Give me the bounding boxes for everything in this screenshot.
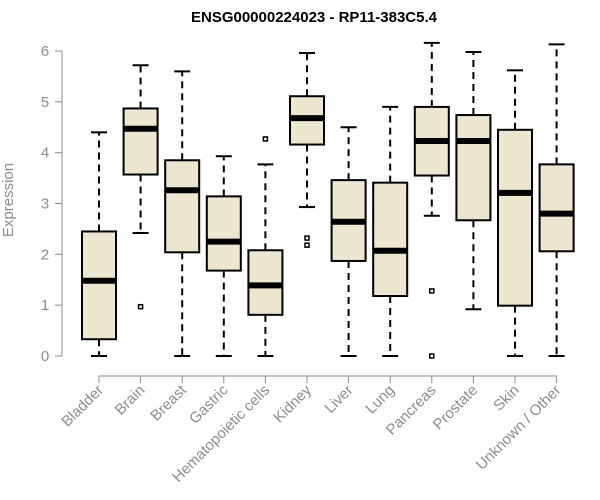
x-tick-label: Lung	[362, 382, 398, 418]
outlier-point	[304, 235, 310, 241]
y-tick-label: 0	[41, 348, 49, 365]
y-tick-label: 6	[41, 43, 49, 60]
box-breast	[164, 70, 201, 357]
chart-title: ENSG00000224023 - RP11-383C5.4	[191, 9, 438, 26]
box-unknown-other	[538, 43, 575, 357]
box-body	[372, 181, 409, 298]
box-prostate	[455, 51, 492, 311]
box-pancreas	[413, 41, 450, 359]
box-brain	[122, 64, 159, 310]
outlier-point	[137, 303, 144, 310]
x-tick-label: Prostate	[430, 382, 482, 434]
box-body	[122, 107, 159, 176]
box-body	[81, 230, 117, 341]
x-tick-label: Skin	[490, 382, 523, 415]
box-body	[205, 195, 242, 272]
box-hematopoietic-cells	[247, 136, 284, 357]
box-body	[455, 114, 492, 222]
box-body	[497, 128, 533, 307]
box-lung	[372, 105, 409, 357]
x-tick-label: Liver	[321, 382, 356, 417]
y-tick-label: 2	[41, 246, 49, 263]
outlier-point	[429, 288, 435, 294]
box-skin	[497, 69, 533, 357]
y-axis-ticks: 0 1 2 3 4 5 6	[41, 43, 62, 365]
y-tick-label: 1	[41, 297, 49, 314]
y-tick-label: 4	[41, 145, 49, 162]
x-tick-label: Brain	[112, 382, 149, 419]
x-tick-label: Bladder	[58, 382, 107, 431]
box-series	[81, 41, 575, 359]
box-body	[164, 159, 201, 254]
box-body	[538, 163, 575, 253]
box-liver	[330, 126, 367, 357]
box-gastric	[205, 155, 242, 357]
box-kidney	[289, 52, 325, 248]
outlier-point	[262, 136, 269, 142]
y-tick-label: 3	[41, 196, 49, 213]
x-tick-label: Kidney	[270, 381, 315, 426]
x-tick-label: Breast	[147, 381, 190, 424]
y-tick-label: 5	[41, 94, 49, 111]
y-axis-label: Expression	[0, 163, 17, 237]
outlier-point	[429, 353, 435, 359]
outlier-point	[304, 242, 310, 248]
box-bladder	[81, 131, 117, 357]
